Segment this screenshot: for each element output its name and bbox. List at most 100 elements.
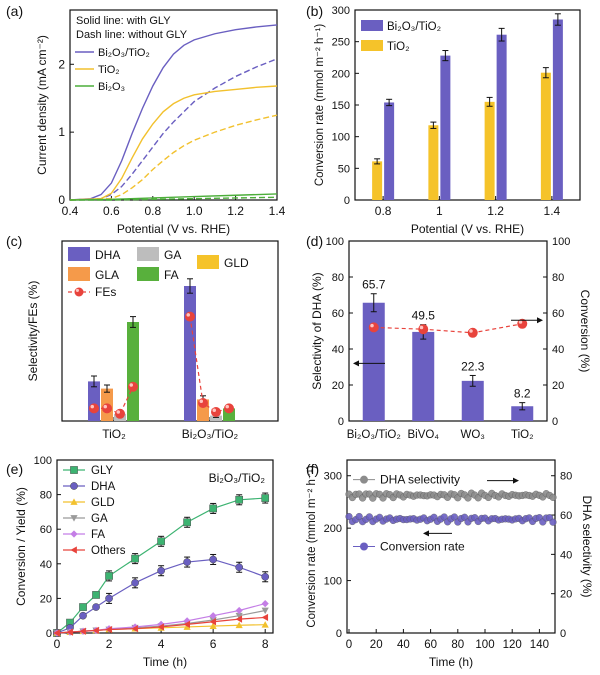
marker-square	[79, 603, 87, 611]
marker-diamond	[157, 620, 165, 628]
series-line	[69, 58, 278, 201]
marker-circle	[105, 594, 113, 603]
marker-triangle-left	[235, 615, 243, 623]
series-line	[69, 114, 278, 201]
marker-triangle-left	[92, 626, 99, 635]
y-axis-label: Conversion rate (mmol m⁻² h⁻¹)	[306, 465, 318, 627]
x-tick-label: 2	[106, 637, 113, 651]
data-point	[549, 493, 557, 501]
plot-frame	[69, 9, 278, 201]
conversion-line	[373, 323, 523, 334]
right-axis-arrowhead	[537, 317, 543, 324]
marker-diamond	[235, 606, 243, 615]
y-tick-label: 40	[332, 344, 344, 356]
y2-tick-label: 100	[552, 236, 570, 248]
x-tick-label: 1	[436, 204, 443, 218]
marker-circle	[183, 558, 191, 566]
x-tick-label: BiVO₄	[407, 429, 439, 441]
y-tick-label: 250	[332, 37, 350, 49]
marker-square	[131, 554, 139, 563]
marker-triangle-left	[66, 628, 73, 636]
marker-square	[209, 504, 217, 513]
y-tick-label: 0	[344, 195, 350, 207]
legend-label: DHA	[91, 481, 116, 493]
legend-swatch	[361, 40, 383, 51]
y-tick-label: 20	[40, 593, 52, 605]
data-label: 65.7	[362, 278, 386, 292]
marker-circle	[235, 563, 244, 572]
data-label: 49.5	[412, 309, 436, 323]
data-label: 22.3	[461, 359, 485, 373]
y-tick-label: 80	[332, 272, 344, 284]
x-tick-label: 60	[424, 639, 437, 651]
x-tick-label: 0.4	[62, 204, 79, 218]
x-tick-label: 1.2	[227, 204, 244, 218]
legend-label: Bi₂O₃	[98, 81, 125, 93]
conversion-point	[368, 322, 379, 333]
fes-line	[189, 316, 230, 413]
x-tick-label: 100	[475, 639, 494, 651]
y-tick-label: 0	[336, 628, 342, 640]
fe-point-highlight	[518, 320, 523, 324]
bar	[372, 161, 383, 200]
fe-point-highlight	[370, 323, 374, 328]
marker-square	[105, 572, 113, 580]
y2-tick-label: 80	[560, 471, 572, 483]
y-tick-label: 200	[332, 68, 350, 80]
y-tick-label: 1	[58, 125, 65, 139]
series-line	[69, 85, 278, 201]
legend-label: GA	[91, 513, 108, 525]
legend-label: FA	[164, 268, 179, 282]
bar	[210, 415, 222, 421]
marker-square	[70, 466, 78, 474]
legend-label: DHA selectivity	[380, 473, 460, 487]
fe-point	[89, 403, 99, 414]
panel-f: (f) 0 20 40 60 80 100 120 140 0 100 200 300 0 20 40 60 80…	[306, 459, 594, 669]
legend-swatch	[197, 255, 219, 269]
fe-point-highlight	[225, 404, 229, 409]
y-tick-label: 60	[332, 308, 344, 320]
marker-square	[157, 537, 165, 546]
legend-swatch	[137, 267, 159, 281]
fe-point	[198, 398, 208, 408]
x-tick-label: 80	[451, 639, 464, 651]
legend-label: Bi₂O₃/TiO₂	[98, 47, 150, 59]
series-line	[69, 193, 278, 201]
x-tick-label: 1.2	[487, 204, 504, 218]
marker-triangle-left	[105, 625, 112, 634]
left-axis-arrowhead	[423, 530, 429, 537]
y-axis-label: Selectivity of DHA (%)	[310, 272, 324, 389]
plot-frame	[346, 459, 556, 634]
x-tick-label: 6	[210, 637, 217, 651]
legend-label: GA	[164, 248, 181, 262]
panel-label: (a)	[6, 3, 23, 19]
y2-tick-label: 40	[560, 549, 572, 561]
legend-label: Others	[91, 545, 126, 557]
panel-label: (e)	[6, 461, 23, 477]
y-axis-label: Conversion rate (mmol m⁻² h⁻¹)	[314, 24, 326, 186]
x-tick-label: 0.8	[144, 204, 161, 218]
bar	[127, 322, 139, 421]
legend-label: FEs	[95, 285, 116, 299]
marker-triangle-up	[235, 621, 243, 629]
bar	[184, 286, 196, 421]
y2-tick-label: 20	[560, 589, 572, 601]
marker-triangle-left	[183, 620, 191, 628]
x-tick-label: 120	[503, 639, 522, 651]
fe-point-highlight	[90, 404, 94, 409]
marker-triangle-down	[261, 607, 269, 615]
legend-label: GLD	[91, 497, 115, 509]
marker-triangle-left	[70, 546, 77, 554]
panel-label: (c)	[6, 233, 22, 249]
y2-tick-label: 80	[552, 272, 564, 284]
marker-triangle-left	[261, 613, 269, 622]
x-tick-label: 0	[54, 637, 61, 651]
marker-triangle-left	[131, 625, 138, 633]
bar	[540, 72, 551, 200]
left-axis-arrowhead	[353, 360, 359, 367]
panel-b: (b) 0 50 100 150 200 250 300 0.8 1 1.2 1.4 Potential…	[306, 3, 581, 236]
marker-triangle-up	[209, 622, 217, 629]
legend-swatch	[361, 20, 383, 31]
x-axis-label: Potential (V vs. RHE)	[411, 222, 524, 236]
marker-triangle-left	[53, 629, 60, 637]
